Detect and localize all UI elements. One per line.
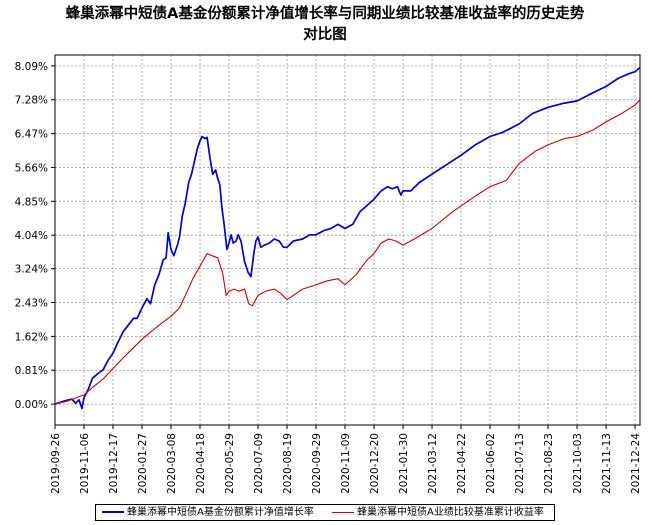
y-tick-label: 6.47% (15, 129, 48, 141)
chart-title: 蜂巢添幂中短债A基金份额累计净值增长率与同期业绩比较基准收益率的历史走势 对比图 (0, 4, 650, 46)
x-tick-label: 2020-12-20 (369, 433, 381, 494)
x-tick-label: 2019-11-06 (79, 433, 91, 494)
y-tick-label: 1.62% (15, 331, 48, 343)
legend-item-benchmark: 蜂巢添幂中短债A业绩比较基准累计收益率 (332, 507, 544, 519)
y-tick-label: 0.81% (15, 365, 48, 377)
x-tick-label: 2020-05-29 (224, 433, 236, 494)
x-tick-label: 2020-07-09 (253, 433, 265, 494)
x-tick-label: 2021-01-30 (398, 433, 410, 494)
x-tick-label: 2021-12-24 (630, 433, 642, 494)
x-tick-label: 2021-08-23 (543, 433, 555, 494)
y-tick-label: 0.00% (15, 399, 48, 411)
series-line-fund (54, 66, 641, 410)
y-tick-label: 2.43% (15, 298, 48, 310)
x-tick-label: 2021-06-02 (485, 433, 497, 494)
x-tick-label: 2020-08-19 (282, 433, 294, 494)
chart-legend: 蜂巢添幂中短债A基金份额累计净值增长率 蜂巢添幂中短债A业绩比较基准累计收益率 (95, 504, 555, 521)
y-tick-label: 4.04% (15, 230, 48, 242)
x-tick-label: 2020-04-18 (195, 433, 207, 494)
series-line-benchmark (54, 99, 641, 405)
legend-item-fund: 蜂巢添幂中短债A基金份额累计净值增长率 (102, 507, 314, 519)
chart-title-line-1: 蜂巢添幂中短债A基金份额累计净值增长率与同期业绩比较基准收益率的历史走势 (65, 6, 585, 22)
y-tick-label: 7.28% (15, 95, 48, 107)
y-tick-label: 8.09% (15, 61, 48, 73)
legend-label-benchmark: 蜂巢添幂中短债A业绩比较基准累计收益率 (357, 507, 544, 518)
line-chart: 0.00% 0.81% 1.62% 2.43% 3.24% 4.04% 4.85% 5.66%… (15, 54, 642, 494)
x-tick-label: 2021-10-03 (572, 433, 584, 494)
legend-swatch-fund (102, 511, 124, 513)
x-tick-label: 2020-03-08 (166, 433, 178, 494)
plot-frame (54, 54, 641, 426)
plot-area (55, 55, 640, 425)
legend-swatch-benchmark (332, 511, 354, 513)
x-tick-label: 2020-11-09 (340, 433, 352, 494)
chart-title-line-2: 对比图 (303, 27, 347, 43)
x-tick-label: 2020-09-29 (311, 433, 323, 494)
legend-label-fund: 蜂巢添幂中短债A基金份额累计净值增长率 (127, 507, 314, 518)
y-tick-label: 3.24% (15, 264, 48, 276)
x-tick-label: 2020-01-27 (137, 433, 149, 494)
x-tick-label: 2021-11-13 (601, 433, 613, 494)
x-tick-label: 2019-12-17 (108, 433, 120, 494)
x-tick-label: 2021-04-22 (456, 433, 468, 494)
y-tick-label: 5.66% (15, 162, 48, 174)
x-tick-label: 2019-09-26 (50, 433, 62, 494)
y-tick-label: 4.85% (15, 196, 48, 208)
x-tick-label: 2021-07-13 (514, 433, 526, 494)
x-tick-label: 2021-03-12 (427, 433, 439, 494)
